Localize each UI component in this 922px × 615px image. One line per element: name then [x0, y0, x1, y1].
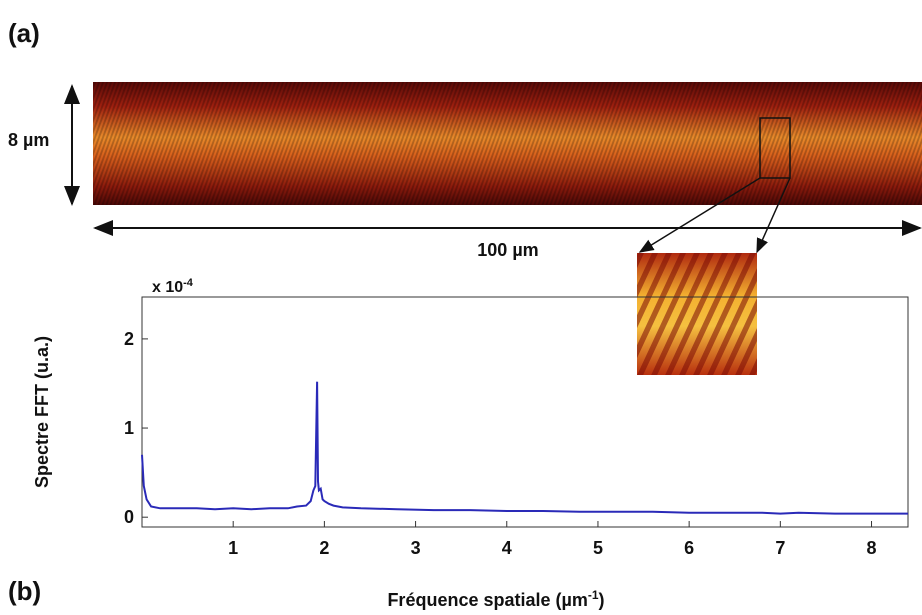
plot-frame [141, 296, 909, 528]
y-tick-label: 0 [124, 507, 134, 527]
x-tick-label: 3 [411, 538, 421, 558]
y-tick-label: 2 [124, 329, 134, 349]
zoom-box [759, 117, 791, 179]
x-tick-label: 1 [228, 538, 238, 558]
y-tick-label: 1 [124, 418, 134, 438]
x-axis-label-close: ) [599, 590, 605, 610]
panel-label: (a) [8, 18, 40, 48]
spectrum-line [141, 381, 908, 515]
x-axis-label-text: Fréquence spatiale (µm [387, 590, 587, 610]
x-tick-label: 5 [593, 538, 603, 558]
y-multiplier-base: x 10 [152, 279, 183, 296]
x-axis-label: Fréquence spatiale (µm-1) [387, 588, 604, 610]
width-label: 100 µm [477, 240, 538, 260]
image-texture [93, 82, 922, 205]
x-tick-label: 8 [867, 538, 877, 558]
fft-chart: x 10-4 Spectre FFT (u.a.) Fréquence spat… [32, 277, 909, 610]
y-multiplier: x 10-4 [152, 277, 194, 296]
panel-label: (b) [8, 576, 41, 606]
height-label: 8 µm [8, 130, 49, 150]
y-multiplier-exponent: -4 [183, 277, 194, 289]
x-tick-label: 2 [319, 538, 329, 558]
x-tick-label: 7 [775, 538, 785, 558]
zoom-line [756, 177, 791, 254]
zoom-line [638, 177, 761, 253]
x-tick-label: 6 [684, 538, 694, 558]
x-tick-label: 4 [502, 538, 512, 558]
x-axis-label-exponent: -1 [588, 588, 599, 602]
zoom-inset-texture [637, 253, 757, 375]
y-axis-label: Spectre FFT (u.a.) [32, 336, 52, 488]
